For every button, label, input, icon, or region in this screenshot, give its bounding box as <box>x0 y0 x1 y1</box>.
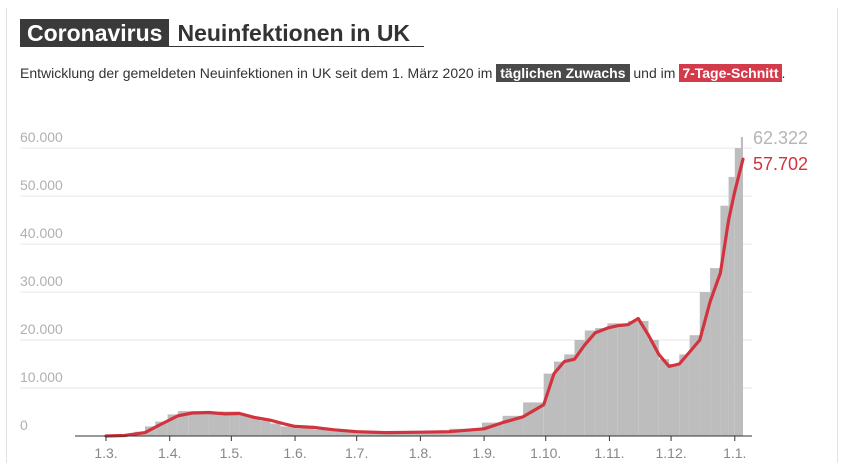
daily-bar <box>564 354 575 436</box>
daily-bar <box>607 323 618 436</box>
subtitle-highlight-avg: 7-Tage-Schnitt <box>679 64 782 82</box>
x-tick-label: 1.8. <box>409 445 432 461</box>
x-tick-label: 1.10. <box>530 445 561 461</box>
y-tick-label: 60.000 <box>20 129 63 145</box>
daily-bar <box>167 414 178 436</box>
daily-bar <box>679 354 690 436</box>
x-tick-label: 1.9. <box>472 445 495 461</box>
daily-bar <box>554 361 565 436</box>
daily-bars <box>106 137 743 436</box>
end-label-average: 57.702 <box>753 154 808 174</box>
daily-bar <box>669 364 680 436</box>
x-axis-ticks: 1.3. 1.4. 1.5. 1.6. 1.7. 1.8. 1.9. 1.10. 1.11. 1.… <box>94 436 746 461</box>
daily-bar <box>740 137 743 436</box>
daily-bar <box>523 402 544 436</box>
x-tick-label: 1.7. <box>345 445 368 461</box>
daily-bar <box>188 411 199 436</box>
daily-bar <box>543 373 554 436</box>
daily-bar <box>270 423 281 436</box>
daily-bar <box>658 359 670 436</box>
chart-subtitle: Entwicklung der gemeldeten Neuinfektione… <box>20 63 810 84</box>
daily-bar <box>229 411 240 436</box>
daily-bar <box>595 328 608 436</box>
daily-bar <box>280 426 296 436</box>
y-tick-label: 20.000 <box>20 321 63 337</box>
subtitle-text-1: Entwicklung der gemeldeten Neuinfektione… <box>20 65 497 81</box>
chart-frame <box>6 8 838 463</box>
daily-bar <box>334 431 357 436</box>
y-axis-ticks: 0 10.000 20.000 30.000 40.000 50.000 60.000 <box>20 129 63 433</box>
daily-bar <box>420 431 450 436</box>
daily-bar <box>313 429 334 436</box>
x-tick-label: 1.1. <box>723 445 746 461</box>
daily-bar <box>648 340 659 436</box>
y-tick-label: 10.000 <box>20 369 63 385</box>
daily-bar <box>385 432 421 436</box>
x-tick-label: 1.12. <box>656 445 687 461</box>
daily-bar <box>208 412 219 436</box>
daily-bar <box>734 148 741 436</box>
seven-day-average-line <box>104 157 745 438</box>
daily-bar <box>249 417 261 436</box>
daily-bar <box>627 320 639 436</box>
daily-bar <box>449 428 483 436</box>
y-tick-label: 30.000 <box>20 273 63 289</box>
daily-bar <box>710 268 721 436</box>
daily-bar <box>728 176 735 436</box>
x-tick-label: 1.11. <box>594 445 624 461</box>
title-sub: Neuinfektionen in UK <box>169 19 425 47</box>
daily-bar <box>699 292 711 436</box>
daily-bar <box>720 205 729 436</box>
daily-bar <box>177 411 189 436</box>
daily-bar <box>239 414 250 436</box>
subtitle-highlight-daily: täglichen Zuwachs <box>496 64 630 82</box>
daily-bar <box>617 323 628 436</box>
daily-bar <box>574 340 585 436</box>
daily-bar <box>584 330 596 436</box>
daily-bar <box>689 335 700 436</box>
x-tick-label: 1.6. <box>283 445 306 461</box>
daily-bar <box>356 432 386 436</box>
x-tick-label: 1.5. <box>220 445 243 461</box>
y-tick-label: 40.000 <box>20 225 63 241</box>
title-main: Coronavirus <box>20 19 170 47</box>
daily-bar <box>260 420 271 436</box>
chart-title: Coronavirus Neuinfektionen in UK <box>20 19 425 47</box>
y-tick-label: 50.000 <box>20 177 63 193</box>
daily-bar <box>198 412 209 436</box>
daily-bar <box>638 320 649 436</box>
daily-bar <box>219 411 230 436</box>
daily-bar <box>295 428 314 436</box>
x-tick-label: 1.4. <box>158 445 181 461</box>
subtitle-text-3: . <box>781 65 786 81</box>
x-tick-label: 1.3. <box>94 445 117 461</box>
end-label-daily: 62.322 <box>753 128 808 148</box>
subtitle-text-2: und im <box>629 65 680 81</box>
y-tick-label: 0 <box>20 417 28 433</box>
